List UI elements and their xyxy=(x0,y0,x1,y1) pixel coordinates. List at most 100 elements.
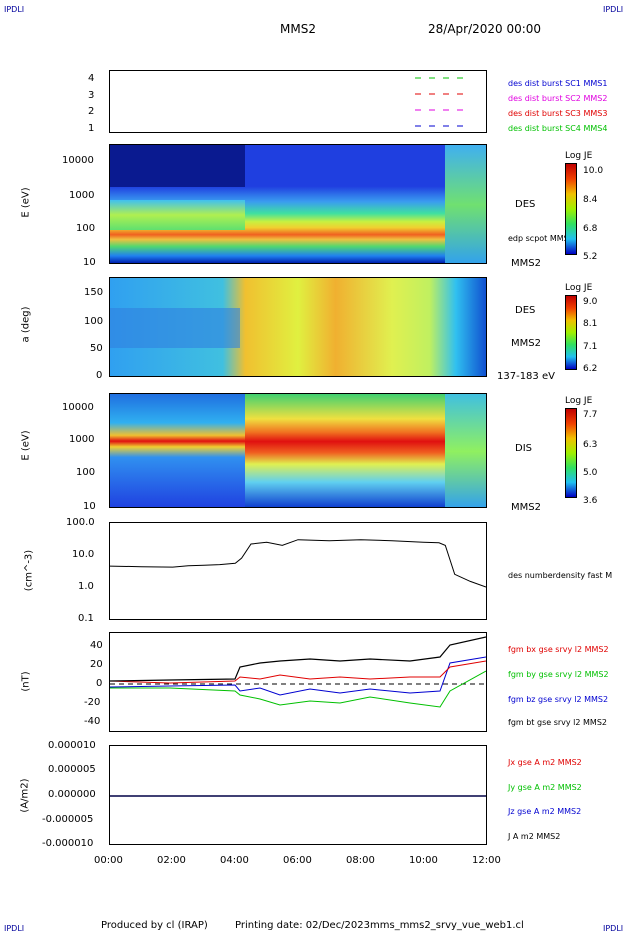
burst-legend-sc3: des dist burst SC3 MMS3 xyxy=(508,109,608,118)
current-ytick: -0.000010 xyxy=(42,838,94,849)
des-energy-sub: edp scpot MMS2 xyxy=(508,234,574,243)
des-energy-cbar-tick: 6.8 xyxy=(583,224,598,234)
dis-energy-ylabel: E (eV) xyxy=(20,430,32,461)
des-energy-cbar-tick: 5.2 xyxy=(583,252,598,262)
dis-energy-sat: MMS2 xyxy=(511,502,541,513)
des-pitch-ytick: 0 xyxy=(96,370,103,381)
burst-lines xyxy=(415,77,470,127)
des-energy-dark-band xyxy=(110,145,245,187)
bfield-legend-bx: fgm bx gse srvy l2 MMS2 xyxy=(508,645,609,654)
bfield-ytick: 40 xyxy=(90,640,103,651)
burst-ytick: 4 xyxy=(88,73,95,84)
dis-energy-ytick: 100 xyxy=(76,467,96,478)
current-legend-j: J A m2 MMS2 xyxy=(508,832,561,841)
footer-file: mms_mms2_srvy_vue_web1.cl xyxy=(370,920,524,931)
des-energy-ytick: 100 xyxy=(76,223,96,234)
density-legend: des numberdensity fast M xyxy=(508,571,613,580)
dis-energy-colorbar xyxy=(565,408,577,498)
corner-label-tl: IPDLI xyxy=(4,5,25,14)
des-pitch-cbar-title: Log JE xyxy=(565,283,593,293)
current-ylabel: (A/m2) xyxy=(19,778,31,813)
des-pitch-colorbar xyxy=(565,295,577,370)
des-energy-spectrogram xyxy=(109,144,487,264)
des-pitch-cbar-tick: 9.0 xyxy=(583,297,598,307)
corner-label-bl: IPDLI xyxy=(4,924,25,933)
des-energy-cbar-tick: 10.0 xyxy=(583,166,604,176)
des-energy-ytick: 10000 xyxy=(62,155,94,166)
current-legend-jz: Jz gse A m2 MMS2 xyxy=(508,807,582,816)
density-ylabel: (cm^-3) xyxy=(23,549,35,592)
date-title: 28/Apr/2020 00:00 xyxy=(428,22,542,36)
des-pitch-energy: 137-183 eV xyxy=(497,371,555,382)
des-energy-ytick: 10 xyxy=(83,257,96,268)
bfield-ytick: 20 xyxy=(90,659,103,670)
current-legend-jy: Jy gse A m2 MMS2 xyxy=(508,783,582,792)
density-series-line xyxy=(110,539,486,588)
x-tick: 04:00 xyxy=(220,855,249,866)
current-panel xyxy=(109,745,487,845)
bfield-plot xyxy=(110,636,486,708)
des-pitch-cbar-tick: 7.1 xyxy=(583,342,598,352)
des-energy-ytick: 1000 xyxy=(69,190,95,201)
x-tick: 02:00 xyxy=(157,855,186,866)
des-energy-ylabel: E (eV) xyxy=(20,187,32,218)
des-pitch-label: DES xyxy=(515,305,536,316)
bfield-bt-line xyxy=(110,636,486,682)
bfield-by-line xyxy=(110,670,486,708)
dis-energy-spectrogram xyxy=(109,393,487,508)
density-ytick: 10.0 xyxy=(72,549,95,560)
bfield-panel xyxy=(109,632,487,732)
des-energy-cbar-title: Log JE xyxy=(565,151,593,161)
x-tick: 00:00 xyxy=(94,855,123,866)
bfield-ytick: -40 xyxy=(84,716,101,727)
current-ytick: 0.000010 xyxy=(48,740,96,751)
burst-yticks: 4 3 2 1 xyxy=(88,71,94,137)
des-pitch-cbar-tick: 6.2 xyxy=(583,364,598,374)
dis-energy-ytick: 10000 xyxy=(62,402,94,413)
burst-ytick: 2 xyxy=(88,106,95,117)
bfield-legend-bz: fgm bz gse srvy l2 MMS2 xyxy=(508,695,609,704)
x-tick: 10:00 xyxy=(409,855,438,866)
des-energy-sat: MMS2 xyxy=(511,258,541,269)
dis-energy-label: DIS xyxy=(515,443,532,454)
des-pitch-cbar-tick: 8.1 xyxy=(583,319,598,329)
current-legend-jx: Jx gse A m2 MMS2 xyxy=(508,758,582,767)
des-pitch-ytick: 100 xyxy=(84,316,104,327)
burst-panel xyxy=(109,70,487,133)
bfield-bx-line xyxy=(110,660,486,684)
footer-produced: Produced by cl (IRAP) xyxy=(101,920,208,931)
des-pitch-ytick: 50 xyxy=(90,343,103,354)
des-pitch-sat: MMS2 xyxy=(511,338,541,349)
des-energy-label: DES xyxy=(515,199,536,210)
density-ytick: 100.0 xyxy=(66,517,95,528)
dis-energy-cbar-title: Log JE xyxy=(565,396,593,406)
corner-label-tr: IPDLI xyxy=(603,5,624,14)
dis-energy-cbar-tick: 6.3 xyxy=(583,440,598,450)
current-ytick: -0.000005 xyxy=(42,814,94,825)
burst-ytick: 1 xyxy=(88,122,95,134)
dis-energy-early-band xyxy=(110,394,245,507)
bfield-legend-by: fgm by gse srvy l2 MMS2 xyxy=(508,670,609,679)
density-ytick: 1.0 xyxy=(78,581,94,592)
des-energy-colorbar xyxy=(565,163,577,255)
burst-legend-sc4: des dist burst SC4 MMS4 xyxy=(508,124,608,133)
burst-ytick: 3 xyxy=(88,89,95,101)
des-energy-late-band xyxy=(445,145,486,263)
density-plot xyxy=(110,539,486,588)
bfield-ytick: 0 xyxy=(96,678,103,689)
des-energy-cbar-tick: 8.4 xyxy=(583,195,598,205)
bfield-bz-line xyxy=(110,656,486,696)
dis-energy-ytick: 1000 xyxy=(69,434,95,445)
des-pitch-early-band xyxy=(110,308,240,348)
des-energy-early-band xyxy=(110,200,245,230)
current-ytick: 0.000005 xyxy=(48,764,96,775)
footer-printing: Printing date: 02/Dec/2023 xyxy=(235,920,371,931)
density-panel xyxy=(109,522,487,620)
burst-legend-sc1: des dist burst SC1 MMS1 xyxy=(508,79,608,88)
burst-legend-sc2: des dist burst SC2 MMS2 xyxy=(508,94,608,103)
des-pitch-ylabel: a (deg) xyxy=(20,306,32,343)
current-ytick: 0.000000 xyxy=(48,789,96,800)
x-tick: 08:00 xyxy=(346,855,375,866)
dis-energy-cbar-tick: 7.7 xyxy=(583,410,598,420)
bfield-ytick: -20 xyxy=(84,697,101,708)
